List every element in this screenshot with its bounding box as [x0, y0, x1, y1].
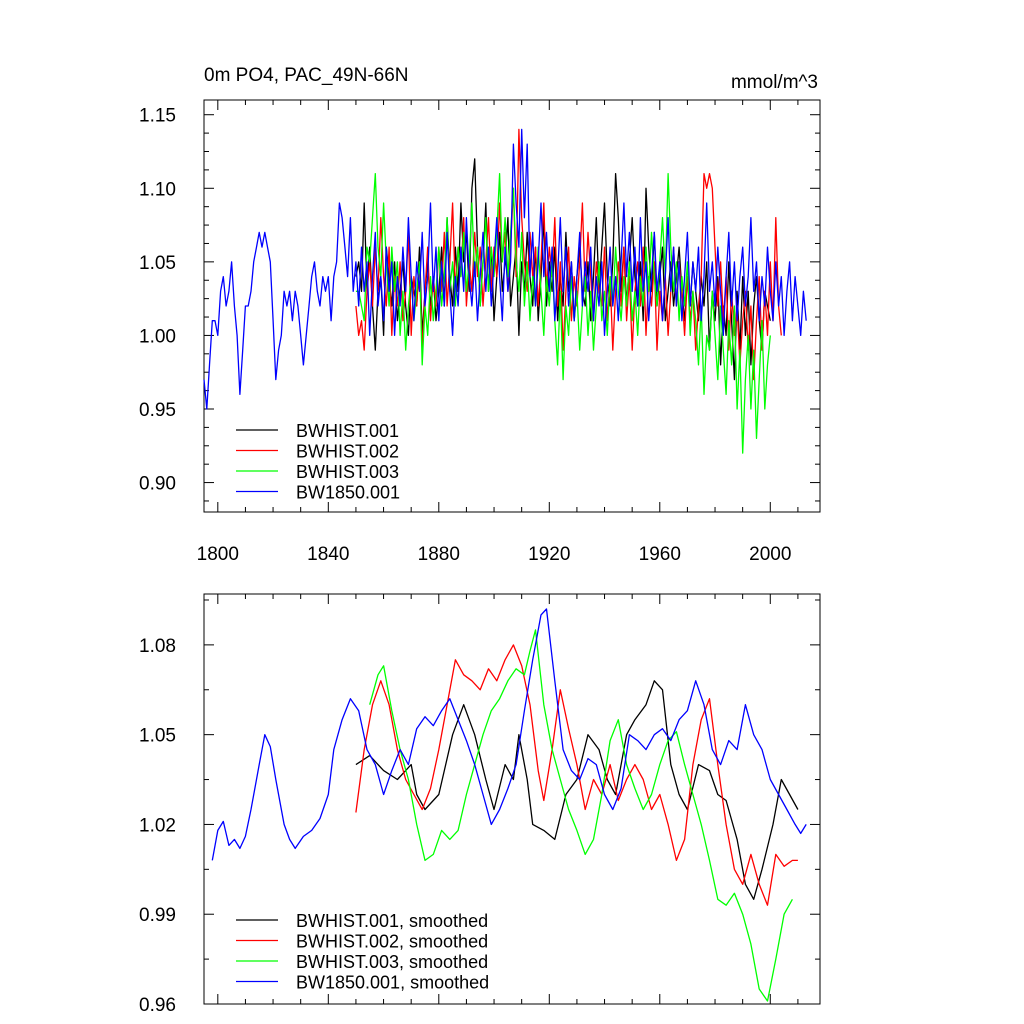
x-tick-label: 1800	[197, 544, 239, 565]
units-label: mmol/m^3	[731, 72, 818, 93]
x-tick-label: 1960	[639, 544, 681, 565]
legend-label: BWHIST.003, smoothed	[296, 952, 488, 972]
x-tick-label: 1920	[528, 544, 570, 565]
y-tick-label: 1.10	[139, 179, 176, 200]
y-tick-label: 1.05	[139, 253, 176, 274]
series-line	[369, 629, 793, 1002]
chart-title: 0m PO4, PAC_49N-66N	[204, 65, 409, 86]
x-tick-label: 1840	[307, 544, 349, 565]
y-tick-label: 0.99	[139, 905, 176, 926]
y-tick-label: 1.08	[139, 636, 176, 657]
bottom-panel: 0.96 0.99 1.02 1.05 1.08 BWHIST.001, smoothe…	[139, 593, 821, 1016]
plot-frame	[203, 593, 821, 1005]
legend-label: BWHIST.002, smoothed	[296, 932, 488, 952]
axis-ticks: 1800 1840 1880 1920 1960 2000 0.90 0.95 1.00 1.05…	[139, 100, 820, 565]
y-tick-label: 1.05	[139, 726, 176, 747]
y-tick-label: 0.90	[139, 474, 176, 495]
top-panel: 0m PO4, PAC_49N-66N mmol/m^3 1800 1840 188…	[139, 65, 821, 565]
x-tick-label: 1880	[418, 544, 460, 565]
series-line	[203, 128, 807, 410]
series-line	[211, 608, 807, 861]
legend-label: BWHIST.003	[296, 462, 399, 482]
legend-label: BW1850.001, smoothed	[296, 973, 489, 993]
series-lines	[203, 128, 807, 454]
legend-label: BW1850.001	[296, 483, 400, 503]
legend-label: BWHIST.001, smoothed	[296, 911, 488, 931]
series-lines	[211, 608, 807, 1002]
legend-label: BWHIST.001	[296, 421, 399, 441]
legend-label: BWHIST.002	[296, 442, 399, 462]
series-line	[355, 680, 799, 900]
y-tick-label: 1.15	[139, 106, 176, 127]
y-tick-label: 0.96	[139, 995, 176, 1016]
plot-frame	[203, 99, 821, 513]
series-line	[355, 128, 782, 381]
y-tick-label: 0.95	[139, 400, 176, 421]
x-tick-label: 2000	[749, 544, 791, 565]
y-tick-label: 1.02	[139, 815, 176, 836]
axis-ticks: 0.96 0.99 1.02 1.05 1.08	[139, 594, 820, 1016]
series-line	[355, 644, 798, 906]
y-tick-label: 1.00	[139, 326, 176, 347]
